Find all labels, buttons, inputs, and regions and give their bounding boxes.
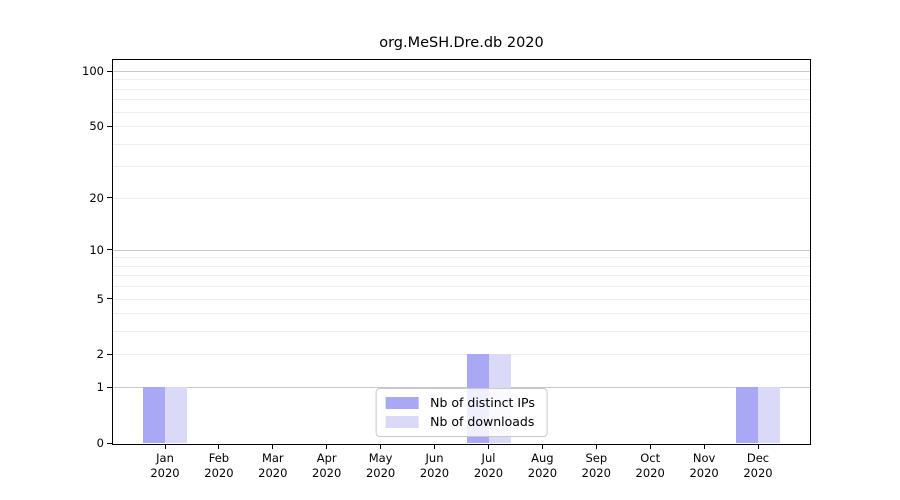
minor-gridline: [113, 313, 810, 315]
month-label: Jun: [425, 451, 444, 465]
year-label: 2020: [312, 466, 342, 480]
minor-gridline: [113, 331, 810, 333]
year-label: 2020: [150, 466, 180, 480]
x-axis-tick: [541, 444, 543, 449]
x-axis-tick-label: Jun 2020: [408, 451, 462, 481]
legend: Nb of distinct IPs Nb of downloads: [375, 388, 548, 437]
y-axis-tick: [107, 386, 112, 388]
y-axis-tick: [107, 298, 112, 300]
minor-gridline: [113, 275, 810, 277]
legend-entry: Nb of downloads: [385, 414, 535, 429]
x-axis-tick: [703, 444, 705, 449]
month-label: Jan: [156, 451, 174, 465]
major-gridline: [113, 249, 810, 251]
bar-nb-of-downloads-jan: [165, 387, 187, 443]
year-label: 2020: [419, 466, 450, 480]
bar-nb-of-distinct-ips-dec: [736, 387, 758, 443]
legend-swatch: [385, 415, 419, 428]
bar-nb-of-distinct-ips-jan: [143, 387, 165, 443]
year-label: 2020: [743, 466, 773, 480]
minor-gridline: [113, 298, 810, 300]
x-axis-tick: [164, 444, 166, 449]
month-label: Mar: [261, 451, 284, 465]
minor-gridline: [113, 286, 810, 288]
x-axis-tick-label: Nov 2020: [677, 451, 731, 481]
y-axis-tick-label: 100: [82, 64, 104, 78]
year-label: 2020: [258, 466, 288, 480]
year-label: 2020: [527, 466, 558, 480]
x-axis-tick-label: Jul 2020: [462, 451, 516, 481]
x-axis-tick: [380, 444, 382, 449]
minor-gridline: [113, 166, 810, 168]
year-label: 2020: [204, 466, 234, 480]
legend-label: Nb of distinct IPs: [430, 395, 535, 410]
x-axis-tick: [218, 444, 220, 449]
x-axis-tick: [757, 444, 759, 449]
x-axis-tick: [326, 444, 328, 449]
y-axis-tick-label: 1: [96, 380, 104, 395]
minor-gridline: [113, 126, 810, 128]
legend-entry: Nb of distinct IPs: [385, 395, 535, 410]
x-axis-tick: [272, 444, 274, 449]
legend-label: Nb of downloads: [430, 414, 535, 429]
y-axis-tick: [107, 125, 112, 127]
year-label: 2020: [473, 466, 504, 480]
x-axis-tick: [649, 444, 651, 449]
month-label: Aug: [531, 451, 554, 465]
x-axis-tick-label: Apr 2020: [300, 451, 354, 481]
x-axis-tick-label: Mar 2020: [246, 451, 300, 481]
x-axis-tick: [488, 444, 489, 449]
month-label: Dec: [746, 451, 770, 465]
major-gridline: [113, 387, 810, 389]
y-axis-tick: [107, 70, 112, 72]
minor-gridline: [113, 111, 810, 113]
y-axis-tick: [107, 197, 112, 199]
x-axis-tick-label: Dec 2020: [731, 451, 785, 481]
minor-gridline: [113, 143, 810, 145]
y-axis-tick: [107, 442, 112, 444]
y-axis-tick: [107, 249, 112, 251]
month-label: May: [368, 451, 393, 465]
minor-gridline: [113, 99, 810, 101]
minor-gridline: [113, 265, 810, 267]
y-axis-tick-label: 0: [96, 436, 104, 450]
bar-nb-of-downloads-dec: [758, 387, 780, 443]
y-axis-tick-label: 50: [89, 119, 104, 134]
month-label: Feb: [208, 451, 230, 465]
x-axis-tick-label: Aug 2020: [515, 451, 569, 481]
y-axis-tick-label: 10: [89, 242, 104, 257]
minor-gridline: [113, 354, 810, 356]
month-label: Sep: [585, 451, 608, 465]
major-gridline: [113, 71, 810, 72]
chart-title: org.MeSH.Dre.db 2020: [379, 35, 544, 51]
y-axis-tick: [107, 353, 112, 355]
x-axis-tick-label: Sep 2020: [569, 451, 623, 481]
y-axis-tick-label: 2: [96, 347, 104, 362]
month-label: Oct: [640, 451, 661, 465]
plot-area: Nb of distinct IPs Nb of downloads 0 1 2 5 10…: [82, 59, 811, 480]
minor-gridline: [113, 79, 810, 81]
minor-gridline: [113, 197, 810, 199]
month-label: Nov: [692, 451, 716, 465]
month-label: Jul: [481, 451, 496, 465]
x-axis-tick-label: Feb 2020: [192, 451, 246, 481]
month-label: Apr: [316, 451, 337, 465]
year-label: 2020: [581, 466, 611, 480]
minor-gridline: [113, 88, 810, 90]
year-label: 2020: [635, 466, 665, 480]
y-axis-tick-label: 20: [89, 190, 104, 205]
y-axis-tick-label: 5: [96, 291, 104, 306]
x-axis-tick: [595, 444, 597, 449]
x-axis-tick-label: Jan 2020: [138, 451, 192, 481]
year-label: 2020: [365, 466, 396, 480]
x-axis-tick-label: Oct 2020: [623, 451, 677, 481]
legend-swatch: [385, 396, 419, 409]
year-label: 2020: [689, 466, 719, 480]
x-axis-tick-label: May 2020: [354, 451, 408, 481]
minor-gridline: [113, 257, 810, 259]
x-axis-tick: [434, 444, 435, 449]
